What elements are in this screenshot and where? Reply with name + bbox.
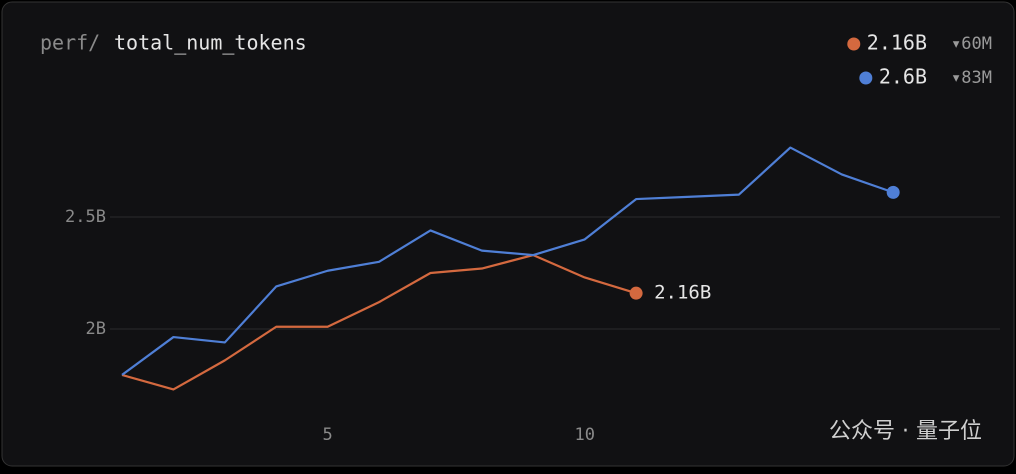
legend-dot	[847, 37, 861, 51]
legend-delta: ▾60M	[951, 34, 992, 54]
y-tick-label: 2B	[86, 319, 106, 339]
legend-dot	[859, 71, 873, 85]
chart-title-prefix: perf/	[40, 31, 100, 55]
y-tick-label: 2.5B	[65, 207, 106, 227]
x-tick-label: 5	[323, 425, 333, 445]
end-point	[629, 286, 643, 300]
watermark: 公众号 · 量子位	[829, 419, 982, 444]
end-label: 2.16B	[654, 282, 711, 304]
legend-value: 2.16B	[867, 31, 927, 55]
legend-delta: ▾83M	[951, 68, 992, 88]
chart-title: total_num_tokens	[114, 31, 307, 55]
end-point	[886, 185, 900, 199]
legend-value: 2.6B	[879, 65, 927, 89]
x-tick-label: 10	[574, 425, 594, 445]
series-line	[121, 146, 894, 376]
series-line	[121, 253, 637, 391]
